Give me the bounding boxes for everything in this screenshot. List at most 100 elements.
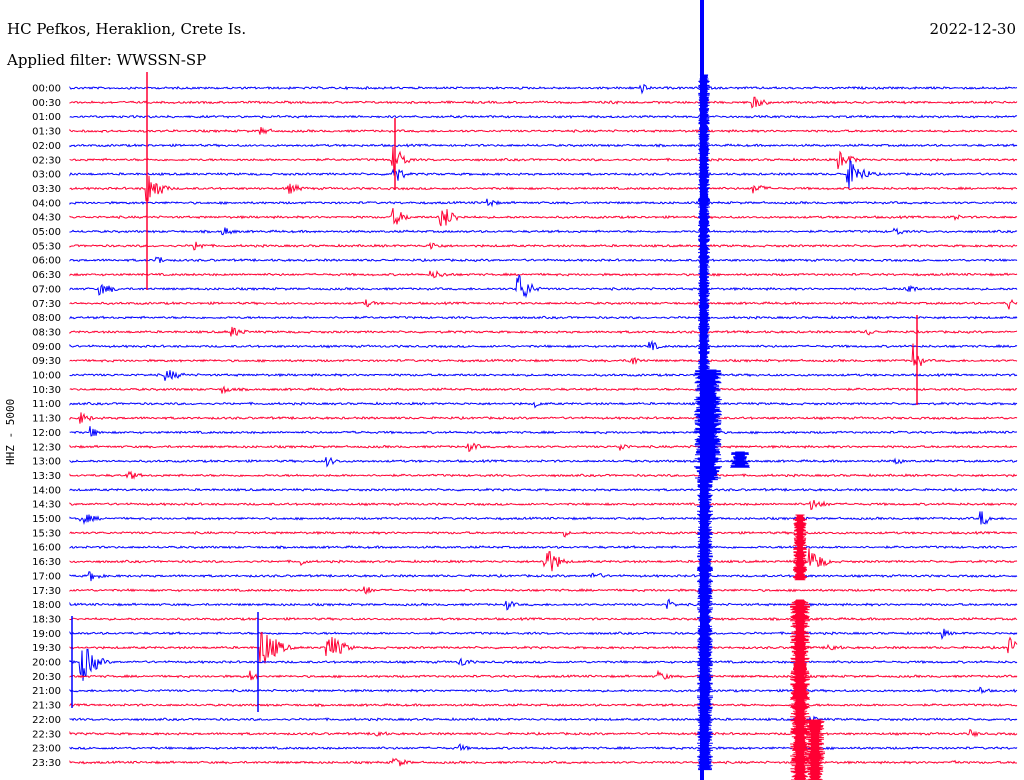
trace-line: [69, 412, 1018, 424]
quake-burst-main: [694, 369, 722, 481]
time-tick-label: 16:30: [32, 557, 61, 568]
time-tick-label: 22:00: [32, 715, 61, 726]
aftershock-burst-2: [790, 599, 810, 780]
time-tick-label: 11:30: [32, 414, 61, 425]
trace-line: [69, 470, 1018, 480]
time-tick-label: 23:00: [32, 744, 61, 755]
trace-line: [69, 198, 1018, 208]
time-tick-label: 00:00: [32, 84, 61, 95]
trace-line: [69, 208, 1018, 227]
time-tick-label: 13:30: [32, 471, 61, 482]
trace-line: [69, 648, 1018, 681]
time-tick-label: 14:30: [32, 500, 61, 511]
time-tick-label: 01:00: [32, 112, 61, 123]
time-tick-label: 20:00: [32, 658, 61, 669]
time-tick-label: 16:00: [32, 543, 61, 554]
time-tick-label: 14:00: [32, 485, 61, 496]
trace-line: [69, 571, 1018, 582]
time-tick-label: 06:30: [32, 270, 61, 281]
trace-line: [69, 326, 1018, 337]
trace-line: [69, 339, 1018, 351]
time-tick-label: 17:30: [32, 586, 61, 597]
time-tick-label: 11:00: [32, 399, 61, 410]
trace-line: [69, 370, 1018, 381]
time-tick-label: 08:30: [32, 327, 61, 338]
time-tick-label: 19:30: [32, 643, 61, 654]
station-title: HC Pefkos, Heraklion, Crete Is.: [7, 20, 247, 38]
trace-line: [69, 299, 1018, 310]
trace-line: [69, 175, 1018, 202]
trace-line: [69, 628, 1018, 641]
time-tick-label: 23:30: [32, 758, 61, 769]
trace-line: [69, 530, 1018, 538]
trace-line: [69, 511, 1018, 526]
trace-line: [69, 83, 1018, 95]
trace-line: [69, 456, 1018, 468]
time-tick-label: 21:00: [32, 686, 61, 697]
trace-line: [69, 274, 1018, 299]
trace-line: [69, 487, 1018, 492]
quake-coda: [730, 451, 750, 468]
trace-line: [69, 586, 1018, 595]
trace-line: [69, 743, 1018, 752]
time-tick-label: 10:00: [32, 371, 61, 382]
time-tick-label: 00:30: [32, 98, 61, 109]
trace-line: [69, 669, 1018, 681]
time-tick-label: 02:00: [32, 141, 61, 152]
trace-line: [69, 227, 1018, 236]
time-tick-label: 06:00: [32, 256, 61, 267]
time-tick-label: 19:00: [32, 629, 61, 640]
time-tick-label: 18:00: [32, 600, 61, 611]
time-tick-label: 21:30: [32, 701, 61, 712]
trace-line: [69, 715, 1018, 723]
trace-line: [69, 442, 1018, 453]
trace-line: [69, 548, 1018, 572]
time-tick-label: 17:00: [32, 571, 61, 582]
time-tick-label: 05:00: [32, 227, 61, 238]
time-tick-label: 04:00: [32, 198, 61, 209]
time-tick-label: 15:00: [32, 514, 61, 525]
time-tick-label: 09:30: [32, 356, 61, 367]
time-tick-label: 12:00: [32, 428, 61, 439]
time-tick-label: 07:30: [32, 299, 61, 310]
trace-line: [69, 126, 1018, 135]
time-tick-label: 03:30: [32, 184, 61, 195]
time-tick-label: 12:30: [32, 442, 61, 453]
time-tick-label: 03:00: [32, 170, 61, 181]
time-tick-label: 15:30: [32, 528, 61, 539]
time-tick-label: 13:00: [32, 457, 61, 468]
aftershock-coda: [805, 719, 825, 780]
aftershock-burst-1: [793, 514, 807, 581]
trace-line: [69, 545, 1018, 550]
date-label: 2022-12-30: [929, 20, 1016, 38]
trace-line: [69, 269, 1018, 279]
trace-line: [69, 146, 1018, 176]
time-tick-label: 05:30: [32, 241, 61, 252]
trace-line: [69, 757, 1018, 767]
trace-line: [69, 385, 1018, 394]
trace-line: [69, 241, 1018, 251]
time-tick-label: 20:30: [32, 672, 61, 683]
trace-line: [69, 598, 1018, 611]
trace-line: [69, 728, 1018, 738]
filter-label: Applied filter: WWSSN-SP: [7, 51, 207, 69]
trace-line: [69, 315, 1018, 320]
trace-line: [69, 686, 1018, 695]
trace-line: [69, 143, 1018, 148]
time-tick-label: 01:30: [32, 127, 61, 138]
trace-line: [69, 256, 1018, 263]
time-tick-label: 08:00: [32, 313, 61, 324]
quake-burst-lower: [697, 479, 713, 771]
time-tick-label: 10:30: [32, 385, 61, 396]
trace-line: [69, 159, 1018, 189]
time-tick-label: 22:30: [32, 729, 61, 740]
trace-line: [69, 702, 1018, 708]
quake-burst-upper: [698, 74, 710, 370]
trace-line: [69, 616, 1018, 622]
trace-line: [69, 96, 1018, 109]
trace-line: [69, 499, 1018, 511]
trace-line: [69, 343, 1018, 367]
trace-line: [69, 114, 1018, 119]
trace-line: [69, 401, 1018, 409]
